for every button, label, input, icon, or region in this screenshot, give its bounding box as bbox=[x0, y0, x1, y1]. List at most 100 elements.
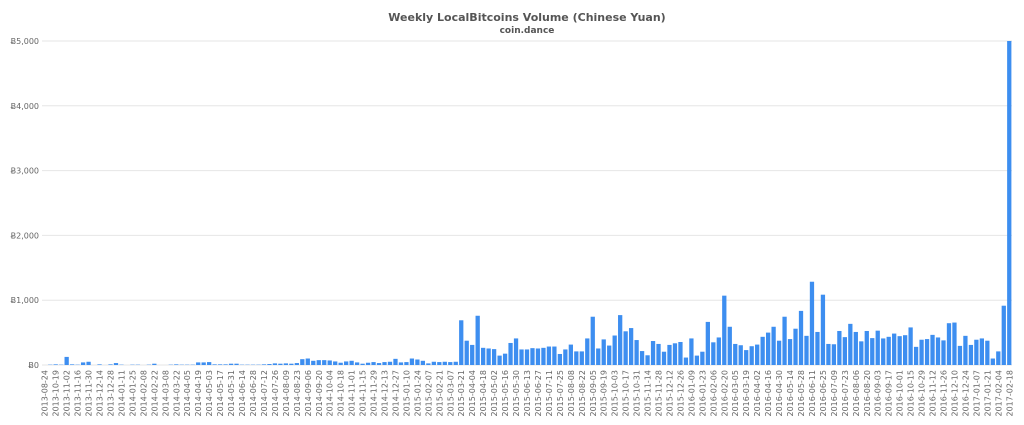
bar bbox=[798, 310, 804, 365]
bar bbox=[672, 343, 678, 365]
x-tick-label: 2014-06-28 bbox=[249, 370, 258, 417]
x-tick-label: 2014-11-29 bbox=[370, 370, 379, 417]
bar bbox=[612, 335, 617, 365]
bar bbox=[628, 328, 634, 365]
bar bbox=[842, 337, 847, 365]
bar bbox=[596, 348, 601, 365]
x-tick-label: 2013-11-16 bbox=[74, 370, 83, 417]
bar bbox=[431, 361, 436, 365]
bar bbox=[623, 331, 628, 365]
bar bbox=[574, 351, 579, 365]
bar bbox=[228, 363, 234, 365]
x-tick-label: 2014-04-05 bbox=[183, 370, 192, 417]
bar bbox=[338, 362, 343, 365]
y-tick-label: Ƀ4,000 bbox=[11, 102, 39, 111]
bar bbox=[530, 348, 535, 365]
bar bbox=[837, 330, 842, 365]
x-tick-label: 2017-01-07 bbox=[972, 370, 981, 417]
x-tick-label: 2015-01-24 bbox=[413, 370, 422, 417]
bar bbox=[113, 363, 119, 365]
bar bbox=[278, 363, 283, 365]
bar bbox=[678, 341, 683, 365]
x-tick-label: 2014-01-11 bbox=[117, 370, 126, 417]
x-tick-label: 2016-10-15 bbox=[907, 370, 916, 417]
bar bbox=[656, 343, 661, 365]
bar bbox=[322, 360, 327, 365]
bar bbox=[738, 345, 743, 365]
x-tick-label: 2013-08-24 bbox=[41, 370, 50, 417]
bar bbox=[70, 364, 75, 365]
x-tick-label: 2015-01-10 bbox=[402, 370, 411, 417]
bar bbox=[974, 339, 979, 365]
bar bbox=[333, 361, 338, 365]
bar bbox=[705, 321, 710, 365]
bar bbox=[365, 362, 371, 365]
x-tick-label: 2014-05-31 bbox=[227, 370, 236, 417]
x-tick-label: 2015-12-12 bbox=[665, 370, 674, 417]
bar bbox=[661, 351, 667, 365]
x-tick-label: 2015-10-31 bbox=[633, 370, 642, 417]
bar bbox=[618, 315, 623, 365]
bar bbox=[481, 347, 486, 365]
x-tick-label: 2013-12-28 bbox=[107, 370, 116, 417]
bar bbox=[590, 316, 595, 365]
bar bbox=[497, 355, 502, 365]
x-tick-label: 2016-07-23 bbox=[841, 370, 850, 417]
bar bbox=[771, 326, 776, 365]
x-tick-label: 2016-12-10 bbox=[950, 370, 959, 417]
x-tick-label: 2015-06-13 bbox=[523, 370, 532, 417]
x-tick-label: 2016-09-03 bbox=[874, 370, 883, 417]
bar bbox=[859, 341, 864, 365]
bar bbox=[639, 351, 645, 365]
bar bbox=[217, 364, 223, 365]
bar bbox=[924, 339, 930, 365]
x-tick-label: 2015-09-05 bbox=[589, 370, 598, 417]
x-tick-label: 2016-01-09 bbox=[687, 370, 696, 417]
bar bbox=[892, 333, 897, 365]
bar bbox=[996, 351, 1001, 365]
bar bbox=[464, 340, 469, 365]
x-tick-label: 2015-12-26 bbox=[676, 370, 685, 417]
x-tick-label: 2017-02-18 bbox=[1005, 370, 1014, 417]
x-tick-label: 2016-04-30 bbox=[775, 370, 784, 417]
bar bbox=[749, 346, 754, 365]
x-tick-label: 2014-06-14 bbox=[238, 370, 247, 417]
x-tick-label: 2014-09-20 bbox=[315, 370, 324, 417]
x-tick-label: 2014-08-09 bbox=[282, 370, 291, 417]
x-tick-label: 2014-05-17 bbox=[216, 370, 225, 417]
chart-title: Weekly LocalBitcoins Volume (Chinese Yua… bbox=[388, 11, 665, 24]
bar bbox=[491, 349, 497, 365]
bar bbox=[97, 364, 102, 365]
x-tick-label: 2014-02-08 bbox=[139, 370, 148, 417]
bar bbox=[601, 339, 606, 365]
bar bbox=[782, 316, 787, 365]
y-tick-label: Ƀ3,000 bbox=[11, 167, 39, 176]
bar bbox=[453, 361, 458, 365]
bar bbox=[409, 358, 415, 365]
bar bbox=[393, 358, 398, 365]
x-tick-label: 2015-08-08 bbox=[567, 370, 576, 417]
bar bbox=[711, 342, 716, 365]
bar bbox=[853, 331, 858, 365]
x-tick-label: 2014-10-18 bbox=[337, 370, 346, 417]
bar bbox=[557, 353, 563, 365]
bar bbox=[261, 364, 267, 365]
bar bbox=[212, 364, 217, 365]
x-tick-label: 2016-07-09 bbox=[830, 370, 839, 417]
x-tick-label: 2013-12-14 bbox=[96, 370, 105, 417]
bar bbox=[831, 344, 837, 365]
y-tick-label: Ƀ0 bbox=[28, 361, 39, 370]
bar bbox=[667, 344, 672, 365]
bar bbox=[568, 344, 573, 365]
bar bbox=[804, 335, 809, 365]
bar bbox=[870, 338, 875, 365]
bar bbox=[376, 363, 382, 365]
y-tick-label: Ƀ5,000 bbox=[11, 37, 39, 46]
bar bbox=[398, 362, 404, 365]
bar bbox=[963, 335, 968, 365]
bar bbox=[683, 357, 689, 365]
bar bbox=[327, 360, 332, 365]
bars bbox=[48, 41, 1012, 365]
x-tick-label: 2016-08-06 bbox=[852, 370, 861, 417]
x-tick-label: 2015-07-25 bbox=[556, 370, 565, 417]
